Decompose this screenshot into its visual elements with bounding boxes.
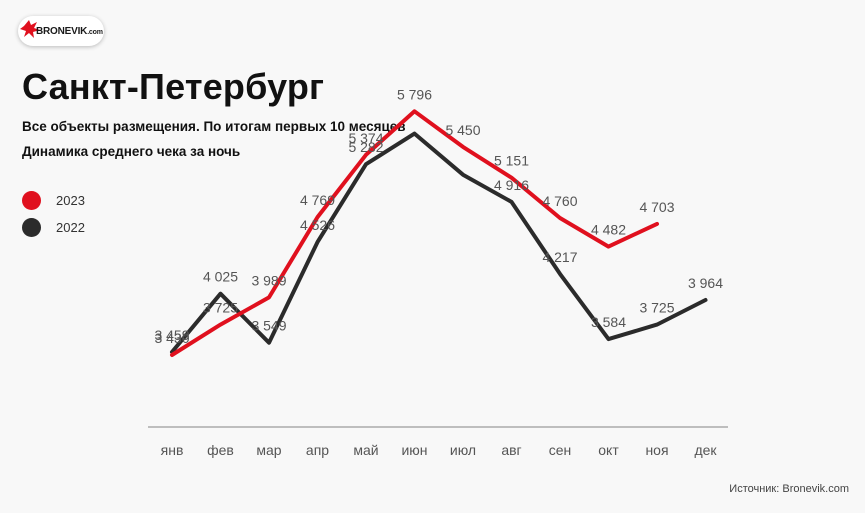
logo-star-icon (20, 20, 40, 38)
legend-marker-2022 (22, 218, 41, 237)
data-label-2022: 5 282 (348, 139, 383, 155)
page-title: Санкт-Петербург (22, 66, 325, 107)
data-label-2023: 4 482 (591, 222, 626, 238)
x-tick-label: авг (501, 442, 521, 458)
chart-subtitle-metric: Динамика среднего чека за ночь (22, 144, 241, 159)
chart-subtitle: Все объекты размещения. По итогам первых… (22, 119, 406, 134)
logo-suffix: .com (87, 29, 103, 36)
data-label-2023: 4 703 (639, 199, 674, 215)
data-label-2022: 3 725 (639, 300, 674, 316)
data-label-2023: 5 374 (348, 130, 383, 146)
legend-marker-2023 (22, 191, 41, 210)
data-label-2023: 5 796 (397, 86, 432, 102)
x-tick-label: ноя (645, 442, 668, 458)
legend-label-2023: 2023 (56, 193, 85, 208)
x-tick-label: апр (306, 442, 329, 458)
logo-text: BRONEVIK.com (36, 26, 103, 37)
data-label-2023: 4 760 (542, 193, 577, 209)
x-tick-label: окт (598, 442, 619, 458)
series-line-2023 (170, 109, 659, 357)
data-label-2022: 3 459 (154, 327, 189, 343)
data-label-2022: 4 025 (203, 269, 238, 285)
x-tick-label: дек (694, 442, 717, 458)
data-label-2022: 4 916 (494, 177, 529, 193)
data-label-2022: 4 526 (300, 217, 335, 233)
x-tick-label: мар (256, 442, 281, 458)
bronevik-logo: BRONEVIK.com (18, 16, 104, 46)
data-label-2023: 3 430 (154, 330, 189, 346)
x-tick-label: сен (549, 442, 572, 458)
data-label-2022: 3 584 (591, 314, 626, 330)
data-label-2023: 3 989 (251, 272, 286, 288)
x-tick-label: фев (207, 442, 234, 458)
x-tick-label: июл (450, 442, 476, 458)
series-line-2022 (170, 131, 708, 354)
x-tick-label: янв (161, 442, 184, 458)
data-label-2023: 4 769 (300, 192, 335, 208)
data-label-2023: 5 450 (445, 122, 480, 138)
x-tick-label: июн (401, 442, 427, 458)
data-label-2023: 3 725 (203, 300, 238, 316)
data-label-2023: 5 151 (494, 153, 529, 169)
x-tick-label: май (353, 442, 378, 458)
source-note: Источник: Bronevik.com (729, 483, 849, 495)
legend-label-2022: 2022 (56, 220, 85, 235)
logo-name: BRONEVIK (36, 26, 88, 37)
data-label-2022: 4 217 (542, 249, 577, 265)
data-label-2022: 3 964 (688, 275, 723, 291)
data-label-2022: 3 549 (251, 318, 286, 334)
